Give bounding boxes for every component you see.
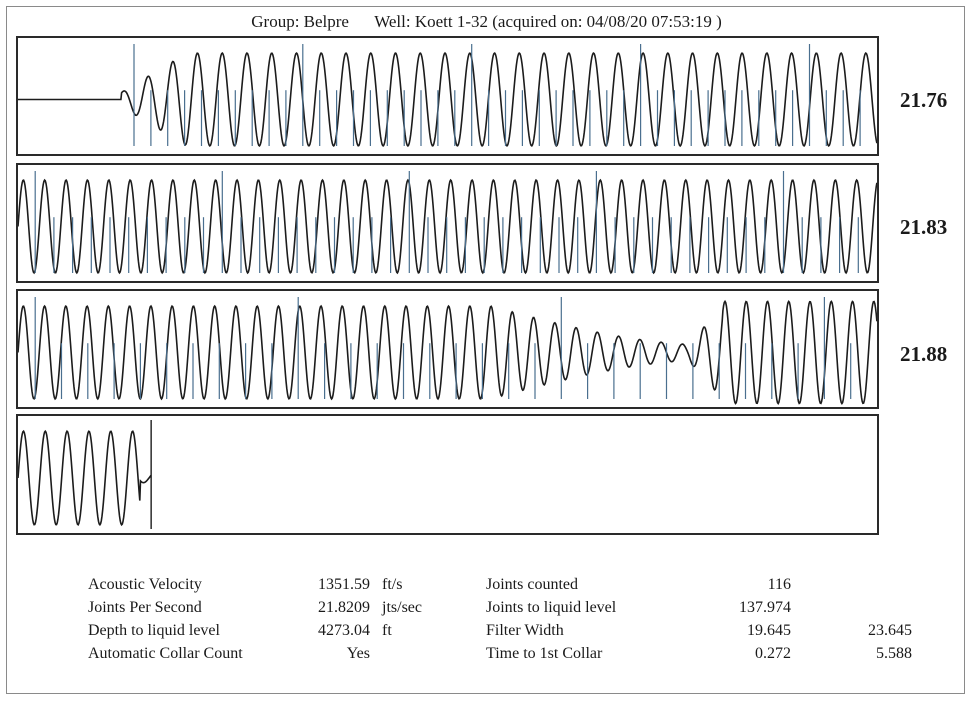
depth-value: 4273.04 <box>318 622 370 639</box>
trace-plot-1 <box>18 44 877 148</box>
trace-panel-3 <box>16 289 879 409</box>
acoustic-trace-1 <box>18 51 877 148</box>
time-first-collar-value-2: 5.588 <box>876 645 912 662</box>
rate-label-1: 21.76 <box>900 88 948 112</box>
joints-counted-label: Joints counted <box>486 576 578 593</box>
time-first-collar-value: 0.272 <box>755 645 791 662</box>
acoustic-velocity-unit: ft/s <box>382 576 403 593</box>
collar-count-value: Yes <box>346 645 370 662</box>
collar-count-label: Automatic Collar Count <box>88 645 243 662</box>
filter-width-value: 19.645 <box>747 622 791 639</box>
acoustic-trace-3 <box>18 299 877 405</box>
rate-label-2: 21.83 <box>900 215 948 239</box>
trace-plot-4 <box>18 420 152 529</box>
well-label: Well: Koett 1-32 (acquired on: 04/08/20 … <box>374 12 722 31</box>
joints-to-liquid-value: 137.974 <box>739 599 791 616</box>
acoustic-velocity-value: 1351.59 <box>318 576 370 593</box>
depth-unit: ft <box>382 622 392 639</box>
trace-panel-2 <box>16 163 879 283</box>
trace-plot-3 <box>18 297 877 405</box>
group-label: Group: Belpre <box>251 12 349 31</box>
filter-width-label: Filter Width <box>486 622 564 639</box>
trace-plot-2 <box>18 171 877 275</box>
rate-label-3: 21.88 <box>900 342 948 366</box>
joints-to-liquid-label: Joints to liquid level <box>486 599 617 616</box>
joints-per-second-label: Joints Per Second <box>88 599 202 616</box>
chart-title: Group: Belpre Well: Koett 1-32 (acquired… <box>0 12 973 32</box>
joints-per-second-unit: jts/sec <box>382 599 422 616</box>
trace-panel-4 <box>16 414 879 535</box>
acoustic-trace-2 <box>18 178 877 275</box>
trace-panel-1 <box>16 36 879 156</box>
joints-per-second-value: 21.8209 <box>318 599 370 616</box>
depth-label: Depth to liquid level <box>88 622 220 639</box>
joints-counted-value: 116 <box>767 576 791 593</box>
filter-width-value-2: 23.645 <box>868 622 912 639</box>
acoustic-velocity-label: Acoustic Velocity <box>88 576 202 593</box>
acoustic-trace-4 <box>18 429 152 527</box>
time-first-collar-label: Time to 1st Collar <box>486 645 603 662</box>
page-frame <box>6 6 965 694</box>
